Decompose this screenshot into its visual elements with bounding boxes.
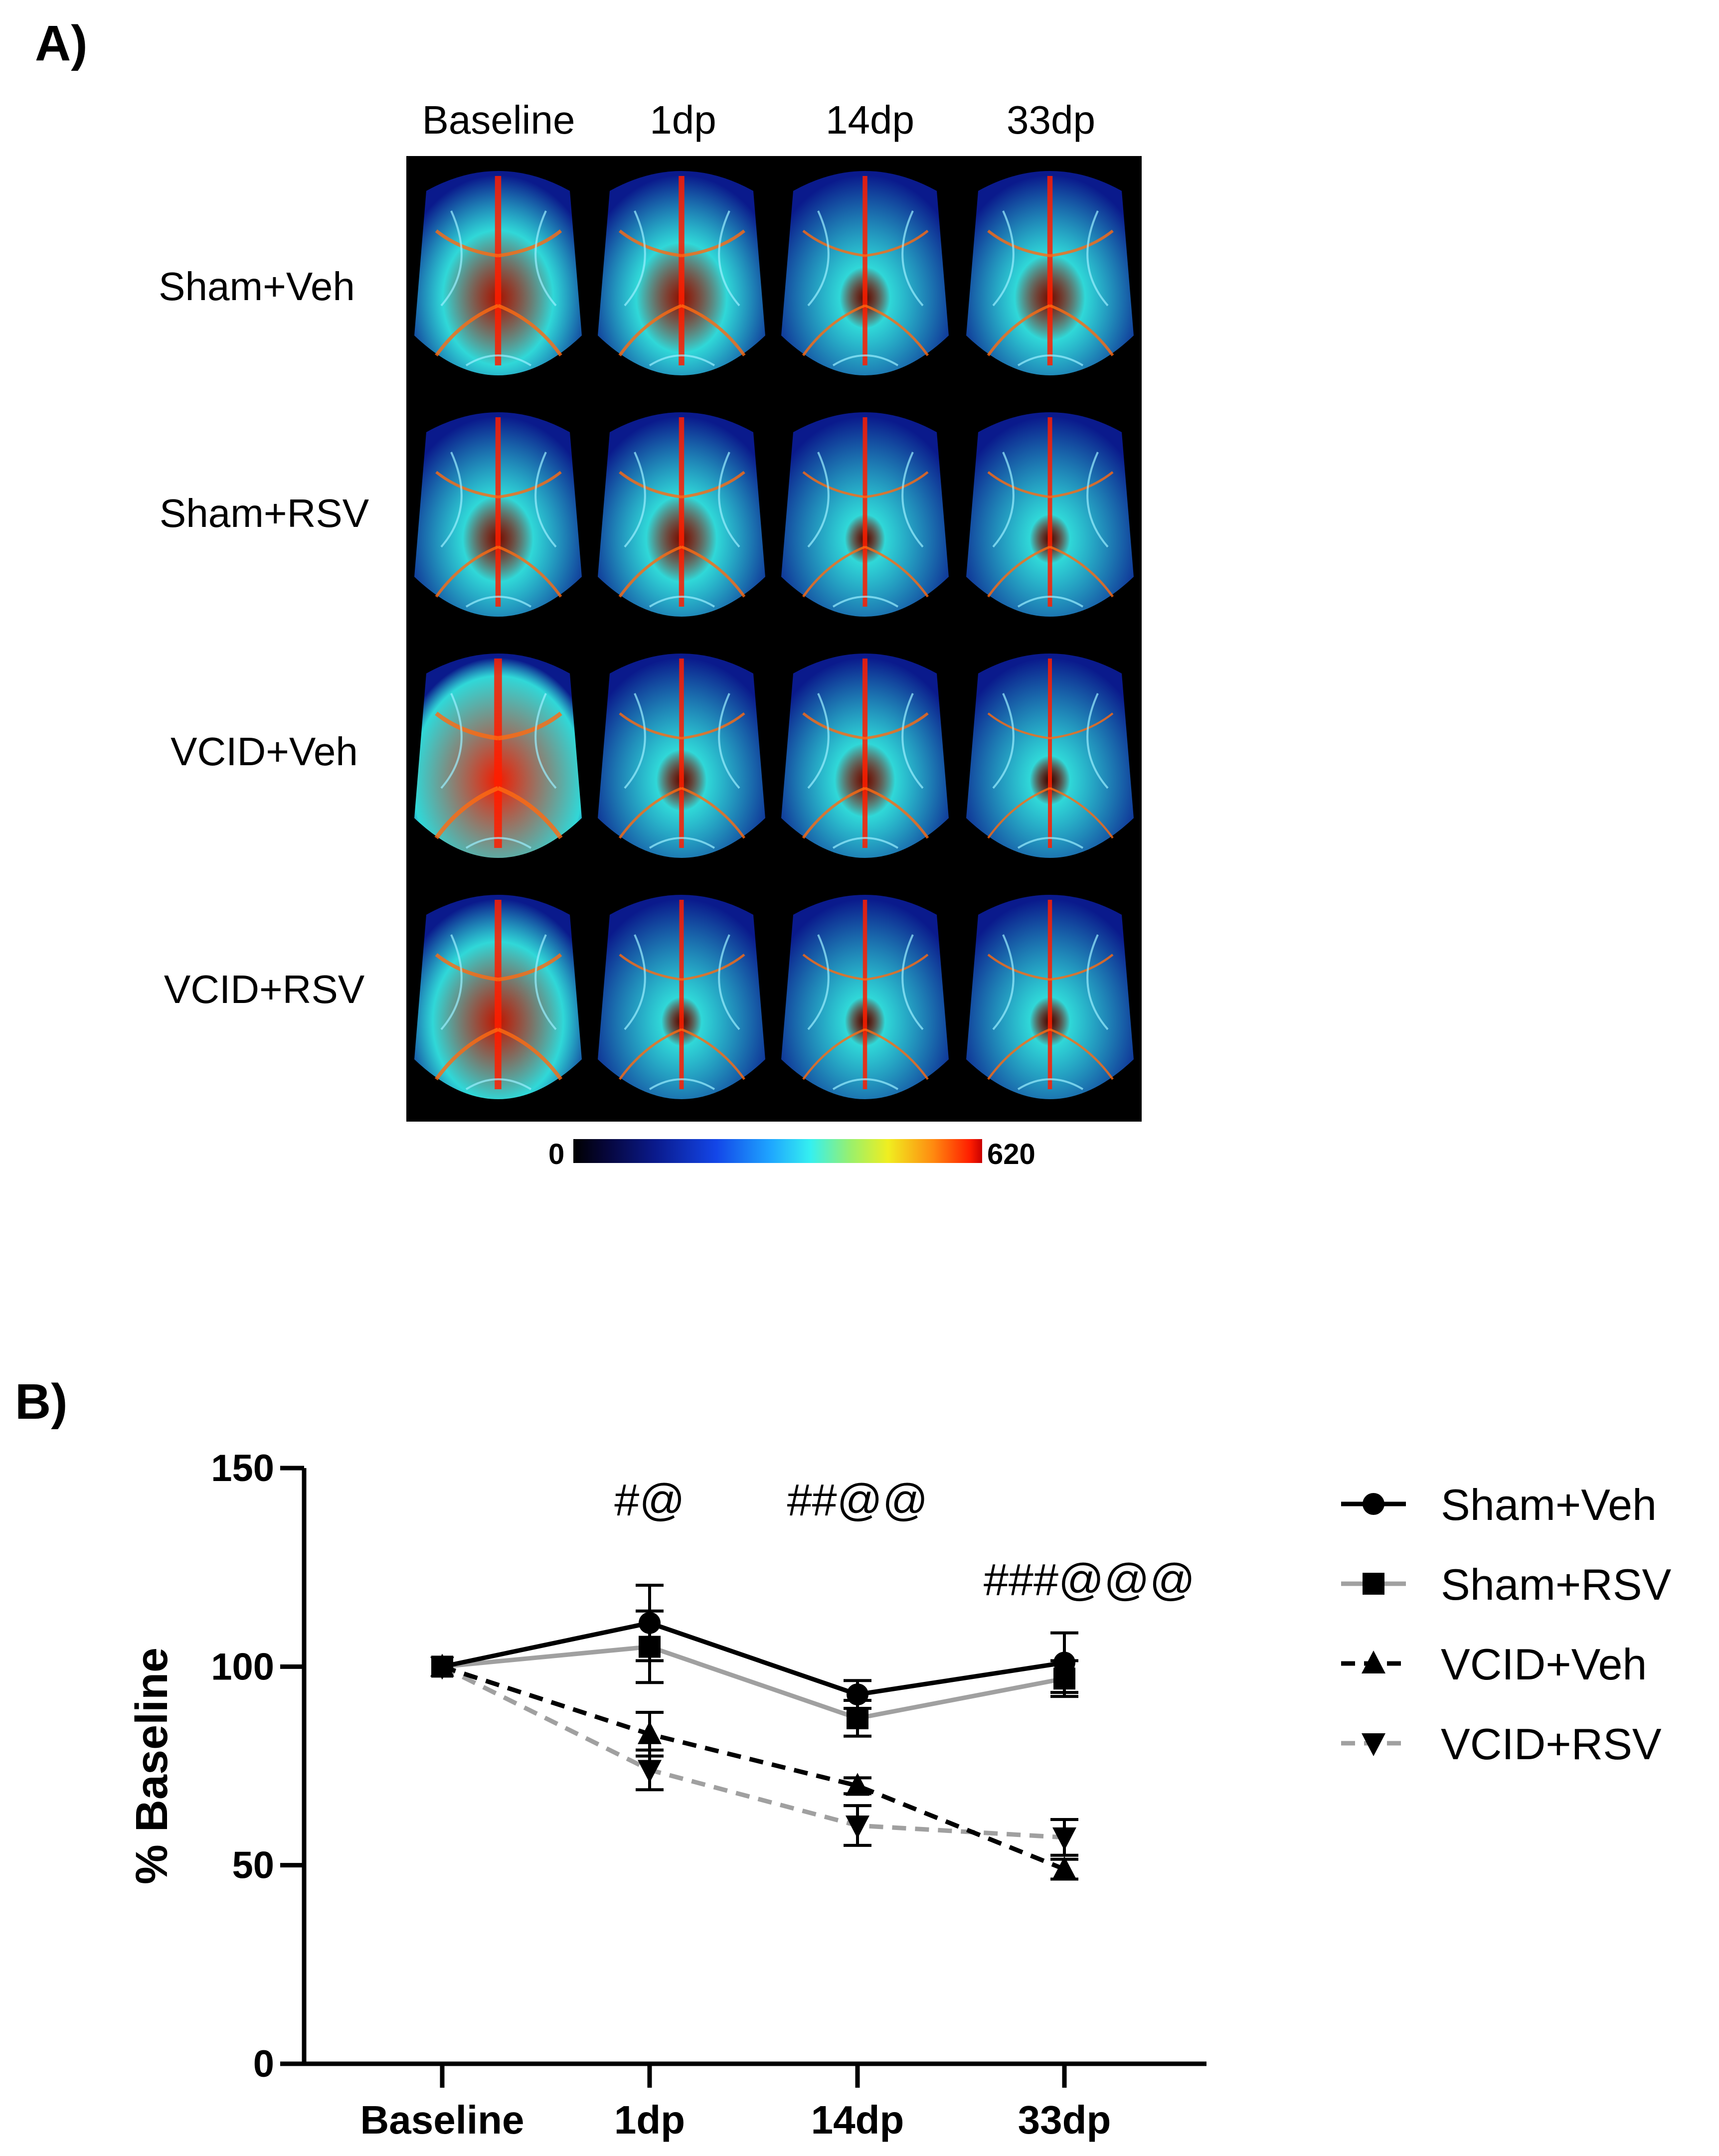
perfusion-image-sham-veh-33dp — [958, 156, 1142, 397]
data-point-vcid-veh-3 — [1052, 1856, 1076, 1879]
percent-baseline-line-chart: 0 50 100 150 Baseline 1dp 14dp 33dp % Baseline #@… — [127, 1447, 1672, 2142]
data-point-sham-veh-0 — [431, 1656, 453, 1678]
y-tick-label-0: 0 — [253, 2043, 274, 2085]
legend-label-vcid-veh: VCID+Veh — [1441, 1640, 1647, 1689]
row-label-vcid-rsv: VCID+RSV — [164, 967, 365, 1011]
significance-annotation-33dp: ###@@@ — [984, 1555, 1195, 1605]
perfusion-image-vcid-veh-1dp — [590, 639, 773, 880]
perfusion-image-sham-rsv-1dp — [590, 397, 773, 639]
x-tick-label-14dp: 14dp — [811, 2098, 904, 2142]
perfusion-image-sham-rsv-33dp — [958, 397, 1142, 639]
perfusion-image-vcid-rsv-33dp — [958, 880, 1142, 1121]
perfusion-image-vcid-rsv-1dp — [590, 880, 773, 1121]
legend-marker-sham-veh — [1363, 1493, 1384, 1515]
colorbar — [573, 1139, 982, 1163]
series-line-vcid-rsv — [441, 1664, 1065, 1840]
cerebral-blood-flow-image-grid — [406, 156, 1142, 1122]
row-label-vcid-veh: VCID+Veh — [171, 729, 358, 774]
significance-annotation-14dp: ##@@ — [787, 1476, 928, 1525]
panel-b-label: B) — [15, 1374, 68, 1430]
colorbar-min-label: 0 — [548, 1138, 565, 1170]
data-point-vcid-rsv-1 — [638, 1760, 662, 1783]
legend-marker-sham-rsv — [1363, 1573, 1384, 1595]
x-tick-label-baseline: Baseline — [360, 2098, 524, 2142]
data-point-sham-veh-1 — [639, 1612, 661, 1634]
y-tick-label-50: 50 — [232, 1844, 274, 1887]
perfusion-image-vcid-rsv-14dp — [773, 880, 957, 1121]
perfusion-image-sham-rsv-baseline — [406, 397, 590, 639]
x-tick-label-33dp: 33dp — [1018, 2098, 1111, 2142]
series-line-sham-rsv — [442, 1644, 1065, 1721]
column-header-14dp: 14dp — [826, 98, 914, 142]
legend-label-vcid-rsv: VCID+RSV — [1441, 1719, 1662, 1769]
y-tick-label-100: 100 — [211, 1646, 274, 1688]
row-label-sham-rsv: Sham+RSV — [159, 491, 369, 535]
data-point-sham-veh-3 — [1053, 1652, 1075, 1674]
perfusion-image-vcid-veh-33dp — [958, 639, 1142, 880]
legend-marker-vcid-rsv — [1362, 1733, 1385, 1756]
y-axis-label: % Baseline — [127, 1648, 177, 1884]
column-header-33dp: 33dp — [1007, 98, 1095, 142]
legend-marker-vcid-veh — [1362, 1651, 1385, 1673]
data-point-sham-rsv-2 — [847, 1707, 868, 1729]
series-line-sham-veh — [442, 1621, 1065, 1697]
series-line-vcid-veh — [441, 1664, 1065, 1871]
perfusion-image-vcid-veh-14dp — [773, 639, 957, 880]
data-point-vcid-rsv-3 — [1052, 1827, 1076, 1850]
column-header-baseline: Baseline — [422, 98, 575, 142]
column-header-1dp: 1dp — [650, 98, 716, 142]
row-label-sham-veh: Sham+Veh — [159, 264, 355, 309]
data-point-vcid-rsv-2 — [846, 1816, 869, 1838]
perfusion-image-vcid-veh-baseline — [406, 639, 590, 880]
panel-a-label: A) — [35, 15, 88, 71]
data-point-sham-veh-2 — [847, 1683, 868, 1706]
perfusion-image-sham-veh-baseline — [406, 156, 590, 397]
y-tick-label-150: 150 — [211, 1447, 274, 1490]
significance-annotation-1dp: #@ — [614, 1476, 685, 1525]
perfusion-image-sham-veh-14dp — [773, 156, 957, 397]
data-point-vcid-veh-1 — [638, 1721, 662, 1744]
perfusion-image-sham-rsv-14dp — [773, 397, 957, 639]
legend-label-sham-rsv: Sham+RSV — [1441, 1560, 1672, 1609]
perfusion-image-sham-veh-1dp — [590, 156, 773, 397]
legend-label-sham-veh: Sham+Veh — [1441, 1480, 1657, 1529]
colorbar-max-label: 620 — [987, 1138, 1035, 1170]
x-tick-label-1dp: 1dp — [614, 2098, 685, 2142]
perfusion-image-vcid-rsv-baseline — [406, 880, 590, 1121]
data-point-vcid-veh-2 — [846, 1773, 869, 1796]
